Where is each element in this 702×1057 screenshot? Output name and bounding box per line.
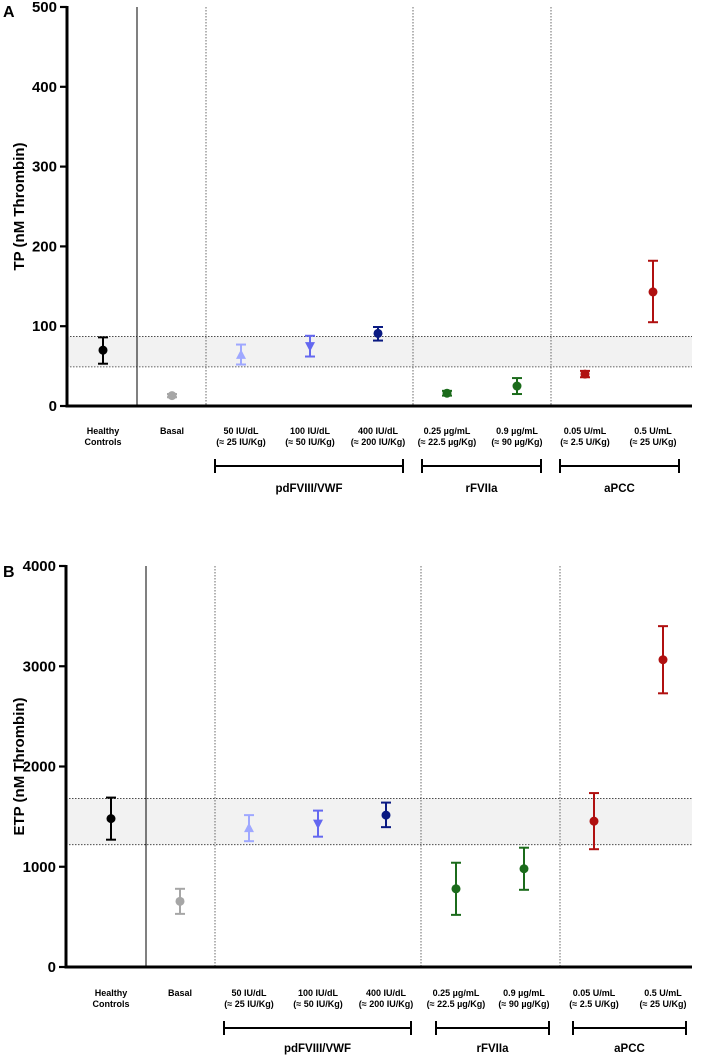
group-label: rFVIIa [466,483,499,495]
y-tick-label: 4000 [23,558,56,575]
category-label: 400 IU/dL [366,988,407,998]
category-label: (≈ 22.5 µg/Kg) [427,999,486,1009]
y-tick-label: 2000 [23,759,56,776]
category-label: (≈ 50 IU/Kg) [293,999,342,1009]
category-label: Controls [93,999,130,1009]
y-tick-label: 300 [32,159,57,176]
category-label: 0.05 U/mL [573,988,616,998]
category-label: (≈ 2.5 U/Kg) [560,437,609,447]
category-label: 0.25 µg/mL [424,426,471,436]
category-label: Basal [168,988,192,998]
category-label: 400 IU/dL [358,426,399,436]
category-label: 50 IU/dL [231,988,267,998]
group-label: aPCC [614,1043,645,1055]
data-point [519,864,529,874]
category-label: (≈ 25 IU/Kg) [216,437,265,447]
reference-band [67,336,692,367]
category-label: Controls [85,437,122,447]
category-label: 0.5 U/mL [634,426,672,436]
data-point [451,884,461,894]
category-label: Basal [160,426,184,436]
y-tick-label: 1000 [23,859,56,876]
category-label: (≈ 200 IU/Kg) [351,437,405,447]
y-axis-title: ETP (nM Thrombin) [11,697,28,835]
y-tick-label: 200 [32,238,57,255]
data-point [373,328,383,338]
data-point [175,896,185,906]
data-point [589,816,599,826]
category-label: 0.05 U/mL [564,426,607,436]
category-label: 0.9 µg/mL [496,426,538,436]
category-label: Healthy [95,988,128,998]
category-label: 0.25 µg/mL [433,988,480,998]
panel-b: 0 1000 2000 3000 4000 B ETP (nM Thrombin) Healt… [3,558,692,1055]
group-label: rFVIIa [477,1043,510,1055]
category-label: 100 IU/dL [298,988,339,998]
y-axis-title: TP (nM Thrombin) [11,142,28,270]
data-point [512,381,522,391]
category-label: 100 IU/dL [290,426,331,436]
category-label: (≈ 90 µg/Kg) [498,999,549,1009]
category-label: (≈ 25 IU/Kg) [224,999,273,1009]
panel-label: B [3,564,15,581]
y-tick-label: 3000 [23,658,56,675]
category-label: (≈ 25 U/Kg) [630,437,677,447]
category-label: (≈ 2.5 U/Kg) [569,999,618,1009]
y-tick-label: 0 [48,959,56,976]
y-tick-label: 0 [49,398,57,415]
group-label: aPCC [604,483,635,495]
y-tick-label: 400 [32,79,57,96]
data-point [381,810,391,820]
y-tick-label: 100 [32,318,57,335]
group-label: pdFVIII/VWF [284,1043,351,1055]
data-point [580,369,590,379]
data-point [98,345,108,355]
data-point [305,342,315,352]
data-point [658,655,668,665]
category-label: (≈ 90 µg/Kg) [491,437,542,447]
data-point [648,287,658,297]
category-label: 0.5 U/mL [644,988,682,998]
category-label: (≈ 25 U/Kg) [640,999,687,1009]
category-label: (≈ 22.5 µg/Kg) [418,437,477,447]
data-point [442,388,452,398]
data-point [313,819,323,830]
panel-label: A [3,4,15,21]
category-label: Healthy [87,426,120,436]
category-label: (≈ 200 IU/Kg) [359,999,413,1009]
panel-a: 0 100 200 300 400 500 A TP (nM Thrombin) Healthy… [3,0,692,495]
category-label: 0.9 µg/mL [503,988,545,998]
category-label: (≈ 50 IU/Kg) [285,437,334,447]
y-tick-label: 500 [32,0,57,16]
reference-band [66,798,692,845]
data-point [244,822,254,833]
category-label: 50 IU/dL [223,426,259,436]
data-point [167,391,177,401]
data-point [106,814,116,824]
group-label: pdFVIII/VWF [275,483,342,495]
data-point [236,349,246,359]
